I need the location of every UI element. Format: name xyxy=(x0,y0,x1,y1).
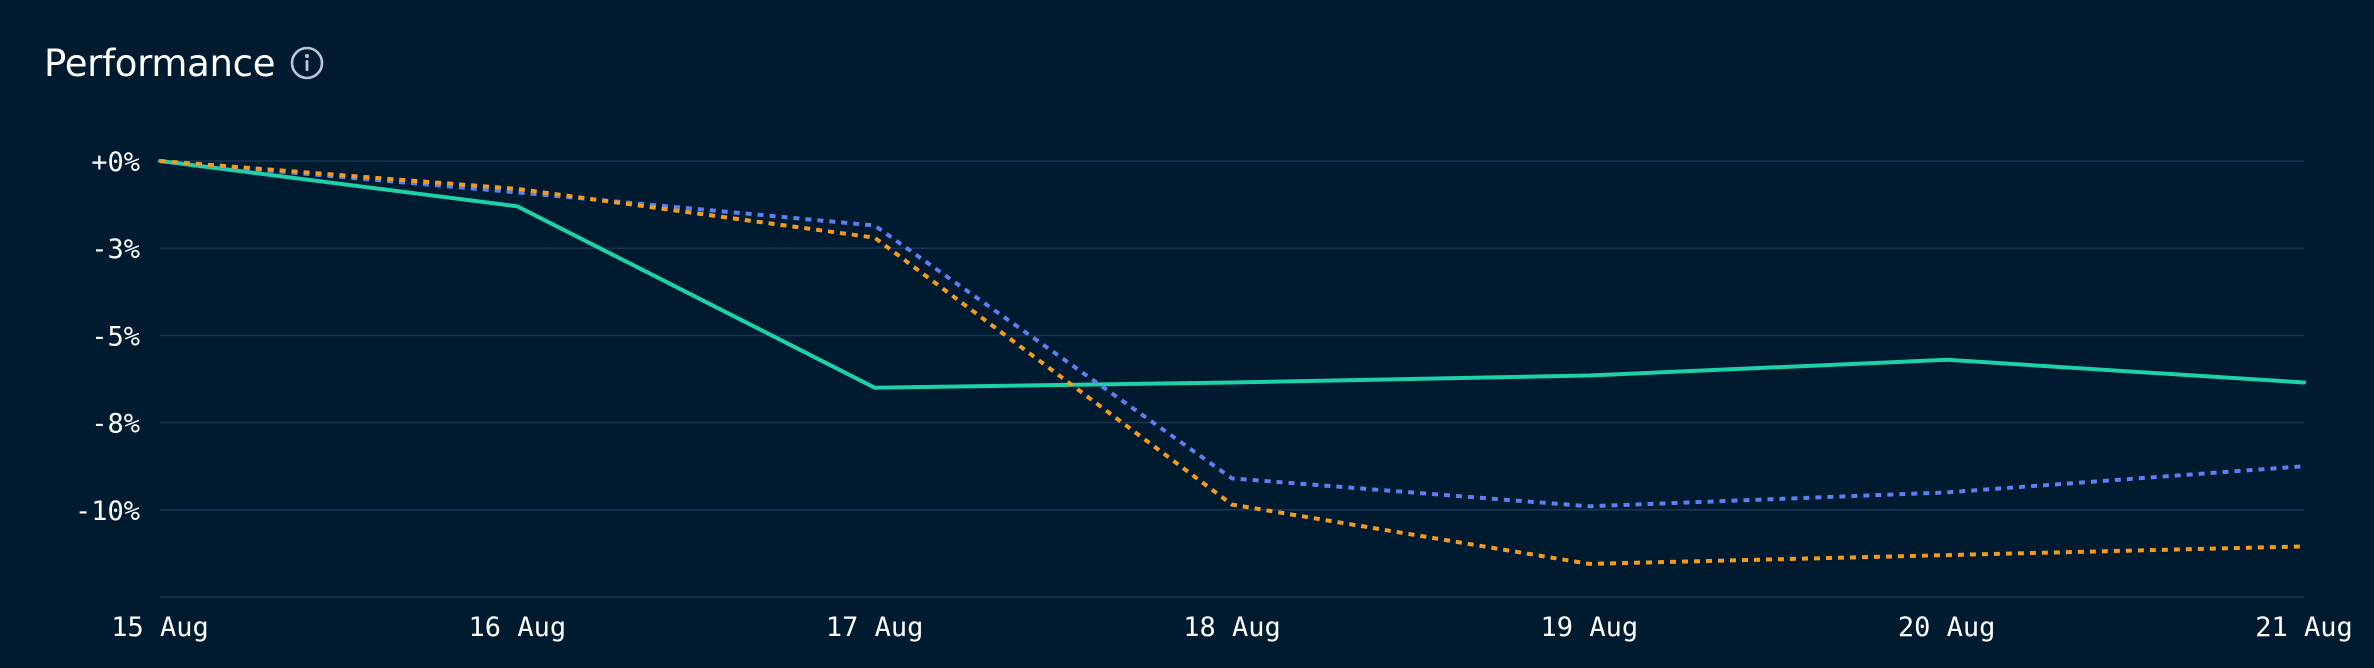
info-icon[interactable] xyxy=(289,45,325,81)
y-tick-label: -5% xyxy=(91,321,140,352)
series-lines xyxy=(158,159,2306,566)
x-tick-label: 16 Aug xyxy=(469,612,567,643)
series-line-2 xyxy=(159,159,2305,509)
series-line-1 xyxy=(158,159,2306,390)
x-tick-label: 17 Aug xyxy=(826,612,924,643)
x-axis-ticks: 15 Aug 16 Aug 17 Aug 18 Aug 19 Aug 20 Aug 21 A… xyxy=(111,612,2353,643)
x-tick-label: 15 Aug xyxy=(111,612,209,643)
x-tick-label: 19 Aug xyxy=(1541,612,1639,643)
card-header: Performance xyxy=(44,38,325,88)
y-tick-label: -10% xyxy=(75,496,140,527)
series-line-3 xyxy=(159,159,2305,566)
y-tick-label: -3% xyxy=(91,234,140,265)
y-tick-label: +0% xyxy=(91,147,140,178)
y-axis-ticks: +0% -3% -5% -8% -10% xyxy=(75,147,140,527)
x-tick-label: 21 Aug xyxy=(2255,612,2353,643)
grid-lines xyxy=(160,160,2304,598)
x-tick-label: 20 Aug xyxy=(1898,612,1996,643)
page-title: Performance xyxy=(44,41,276,85)
y-tick-label: -8% xyxy=(91,409,140,440)
x-tick-label: 18 Aug xyxy=(1183,612,1281,643)
